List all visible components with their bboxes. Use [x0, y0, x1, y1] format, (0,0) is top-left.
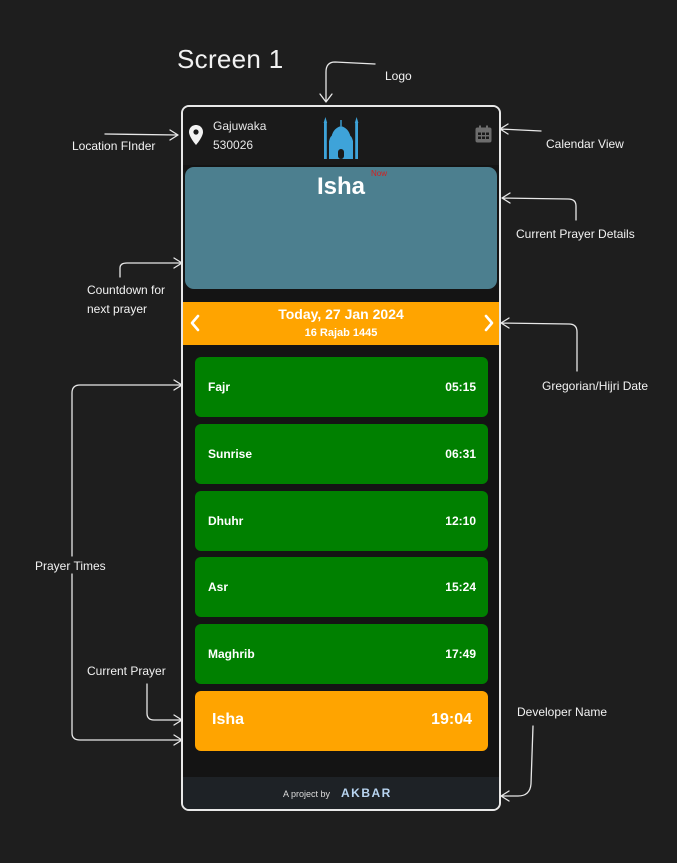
arrow-prayer-details — [501, 192, 577, 221]
now-badge: Now — [371, 169, 388, 178]
app-footer: A project by AKBAR — [183, 777, 499, 809]
prayer-row-fajr[interactable]: Fajr 05:15 — [195, 357, 488, 417]
annotation-current-prayer: Current Prayer — [87, 664, 166, 678]
prayer-time: 17:49 — [445, 647, 476, 661]
developer-name[interactable]: AKBAR — [341, 786, 392, 800]
current-prayer-name: Isha — [316, 173, 366, 200]
chevron-left-icon[interactable] — [188, 313, 202, 333]
prayer-time: 05:15 — [445, 380, 476, 394]
prayer-row-isha-current[interactable]: Isha 19:04 — [195, 691, 488, 751]
app-header: Gajuwaka 530026 — [183, 107, 499, 165]
prayer-name: Sunrise — [208, 447, 253, 461]
annotation-current-prayer-details: Current Prayer Details — [516, 227, 635, 241]
prayer-time: 06:31 — [445, 447, 476, 461]
location-pincode[interactable]: 530026 — [213, 138, 254, 152]
canvas-title: Screen 1 — [177, 44, 284, 74]
map-pin-icon[interactable] — [189, 125, 203, 145]
annotation-prayer-times: Prayer Times — [35, 559, 106, 573]
annotation-location-finder: Location FInder — [72, 139, 156, 153]
annotation-calendar-view: Calendar View — [546, 137, 624, 151]
arrow-current-prayer — [146, 683, 183, 726]
mosque-icon — [323, 117, 359, 159]
prayer-name: Maghrib — [208, 647, 255, 661]
prayer-name: Isha — [212, 711, 245, 728]
arrow-logo — [319, 61, 376, 103]
gregorian-date: Today, 27 Jan 2024 — [278, 306, 404, 322]
annotation-countdown-line1: Countdown for — [87, 283, 166, 297]
calendar-icon[interactable] — [475, 125, 492, 143]
prayer-time: 19:04 — [431, 711, 472, 728]
prayer-time: 12:10 — [445, 514, 476, 528]
prayer-row-sunrise[interactable]: Sunrise 06:31 — [195, 424, 488, 484]
prayer-row-maghrib[interactable]: Maghrib 17:49 — [195, 624, 488, 684]
arrow-date — [500, 317, 578, 372]
annotation-countdown-line2: next prayer — [87, 302, 148, 316]
prayer-row-asr[interactable]: Asr 15:24 — [195, 557, 488, 617]
current-prayer-card: Isha Now — [185, 167, 497, 289]
location-city[interactable]: Gajuwaka — [213, 119, 267, 133]
annotation-countdown: Countdown for next prayer — [87, 281, 165, 319]
phone-screen: Gajuwaka 530026 — [181, 105, 501, 811]
arrow-countdown — [119, 257, 183, 278]
annotation-developer-name: Developer Name — [517, 705, 608, 719]
prayer-name: Asr — [208, 580, 229, 594]
annotation-logo: Logo — [385, 69, 412, 83]
prayer-row-dhuhr[interactable]: Dhuhr 12:10 — [195, 491, 488, 551]
prayer-name: Dhuhr — [208, 514, 244, 528]
hijri-date: 16 Rajab 1445 — [304, 327, 378, 339]
date-bar: Today, 27 Jan 2024 16 Rajab 1445 — [183, 302, 499, 345]
annotation-gregorian-hijri: Gregorian/Hijri Date — [542, 379, 649, 393]
prayer-name: Fajr — [208, 380, 231, 394]
chevron-right-icon[interactable] — [482, 313, 496, 333]
prayer-time: 15:24 — [445, 580, 476, 594]
arrow-developer — [500, 725, 534, 802]
footer-prefix: A project by — [283, 789, 331, 799]
arrow-calendar — [499, 123, 542, 135]
